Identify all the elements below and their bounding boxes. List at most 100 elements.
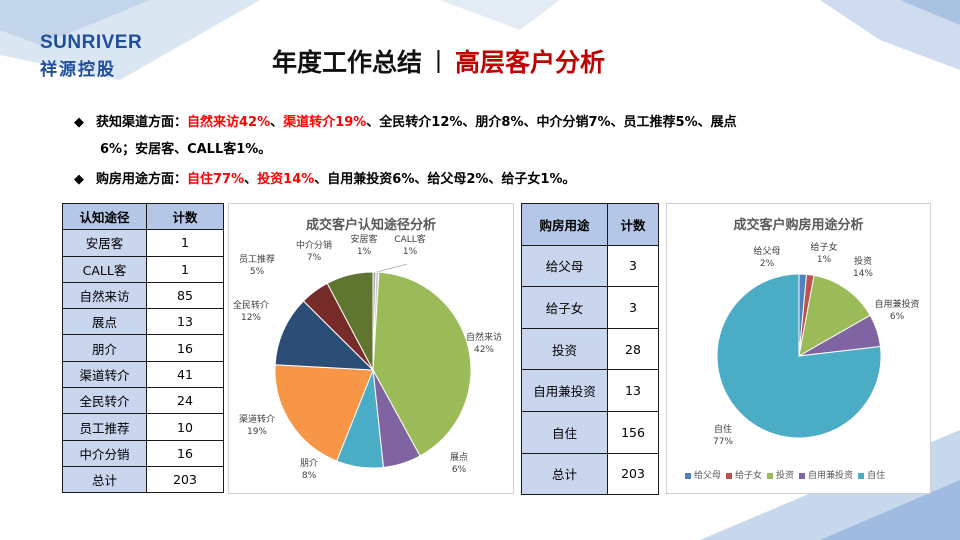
legend-swatch [685,472,691,479]
channel-pie-chart: 成交客户认知途径分析 安居客 1% CALL客 1% 自然来访 42% 展点 6% 朋介 8% 渠道… [228,203,514,494]
table-cell: 总计 [62,465,147,494]
pie-label-name: 全民转介 [233,299,269,311]
legend-label: 自住 [867,471,886,481]
pie-label-name: 给父母 [753,245,780,257]
pie-label-percent: 1% [403,247,418,257]
table-cell: 总计 [521,452,608,496]
legend-label: 投资 [776,471,795,481]
pie-slice-4 [716,273,882,439]
legend-item: 给子女 [726,471,762,481]
table-cell: 投资 [521,327,608,371]
legend-item: 自住 [858,471,885,481]
table-header-row: 购房用途 计数 [521,203,659,246]
table-cell: 24 [146,387,224,415]
pie-slice-2 [798,274,871,357]
pie-label-name: 自住 [714,423,732,435]
title-main: 年度工作总结 [272,48,423,77]
table-cell: 全民转介 [62,387,147,415]
pie-label-name: CALL客 [394,233,425,245]
table-row: 展点 13 [62,308,224,336]
pie-leader-line [376,263,408,273]
pie-label-percent: 2% [760,259,775,269]
table-cell: CALL客 [62,255,147,283]
table-row: 渠道转介 41 [62,360,224,389]
purpose-pie-chart: 成交客户购房用途分析 给父母 2% 给子女 1% 投资 14% 自用兼投资 6% 自住 77% 给… [666,203,931,494]
chart-title: 成交客户认知途径分析 [305,218,436,233]
pie-label-name: 给子女 [810,241,837,253]
pie-slice-2 [372,271,472,457]
pie-label-name: 投资 [854,255,872,267]
table-cell: 3 [607,286,659,329]
pie-label-percent: 6% [452,465,467,475]
separator-text: 、 [270,115,284,130]
bullet-prefix: 获知渠道方面： [96,115,188,130]
bullet-rest: 、全民转介12%、朋介8%、中介分销7%、员工推荐5%、展点 [366,115,737,130]
legend-swatch [767,472,774,479]
pie-label-percent: 12% [241,313,261,323]
table-cell: 渠道转介 [62,360,147,389]
pie-label-percent: 19% [247,427,267,437]
table-cell: 156 [607,410,659,454]
table-cell: 203 [607,452,659,496]
purpose-table: 购房用途 计数 给父母 3 给子女 3 投资 28 自用兼投资 13 自住 156 总计 2… [521,203,659,496]
page-title: 年度工作总结丨高层客户分析 [272,43,605,79]
table-row: 朋介 16 [62,334,224,362]
table-cell: 16 [146,439,224,467]
pie-chart-svg: 安居客 1% CALL客 1% 自然来访 42% 展点 6% 朋介 8% 渠道转介 19% 全民转介 12… [233,233,502,481]
highlight-text: 渠道转介19% [283,115,367,130]
bullet-purpose: ◆ 购房用途方面：自住77%、投资14%、自用兼投资6%、给父母2%、给子女1%。 [74,168,576,187]
pie-label-name: 自然来访 [466,331,502,343]
chart-title: 成交客户购房用途分析 [733,218,864,233]
pie-slice-6 [274,300,375,371]
table-row: 自然来访 85 [62,281,224,310]
pie-label-name: 展点 [450,452,468,463]
table-row: 投资 28 [521,327,659,371]
chart-legend: 给父母 给子女 投资 自用兼投资 自住 [685,468,890,481]
table-cell: 10 [146,413,224,441]
pie-label-percent: 7% [307,253,322,263]
column-header: 计数 [146,202,224,231]
pie-label-name: 员工推荐 [239,253,275,265]
table-total-row: 总计 203 [521,452,659,496]
table-cell: 1 [146,255,224,283]
pie-label-percent: 6% [890,312,905,322]
pie-label-percent: 1% [817,255,832,265]
table-row: CALL客 1 [62,255,224,283]
table-cell: 朋介 [62,334,147,362]
table-row: 自住 156 [521,410,659,454]
table-row: 自用兼投资 13 [521,369,659,412]
legend-label: 自用兼投资 [808,471,854,481]
table-cell: 41 [146,360,224,389]
pie-label-percent: 1% [357,247,372,257]
highlight-text: 投资14% [257,172,315,187]
table-cell: 203 [146,465,224,494]
table-row: 中介分销 16 [62,439,224,467]
pie-label-name: 朋介 [300,458,318,469]
table-cell: 85 [146,281,224,310]
table-row: 员工推荐 10 [62,413,224,441]
column-header: 认知途径 [62,202,147,231]
legend-swatch [858,472,865,479]
pie-label-name: 自用兼投资 [874,298,919,310]
logo-chinese: 祥源控股 [40,60,116,80]
table-header-row: 认知途径 计数 [62,202,224,231]
title-accent: 高层客户分析 [455,48,606,77]
table-cell: 13 [146,308,224,336]
legend-label: 给子女 [735,471,763,481]
bullet-prefix: 购房用途方面： [96,172,188,187]
table-cell: 中介分销 [62,439,147,467]
table-row: 安居客 1 [62,229,224,257]
legend-swatch [726,472,733,479]
legend-swatch [799,472,806,479]
pie-slice-8 [326,271,374,371]
bullet-channel-continued: 6%；安居客、CALL客1%。 [100,138,271,157]
pie-label-name: 中介分销 [296,239,332,251]
company-logo: SUNRIVER 祥源控股 [40,32,142,80]
table-cell: 给父母 [521,244,608,288]
pie-label-name: 安居客 [350,233,377,245]
table-cell: 1 [146,229,224,257]
diamond-bullet-icon: ◆ [74,172,84,187]
table-cell: 员工推荐 [62,413,147,441]
table-total-row: 总计 203 [62,465,224,494]
highlight-text: 自住77% [187,172,245,187]
